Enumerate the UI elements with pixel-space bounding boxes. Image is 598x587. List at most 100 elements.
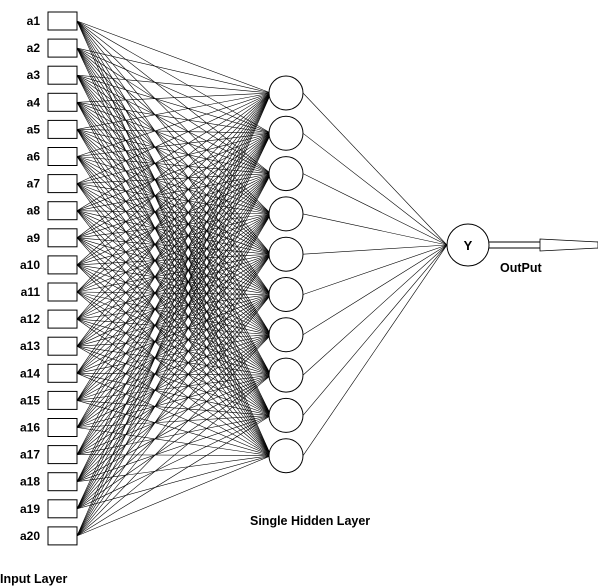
hidden-node [268, 277, 304, 312]
edge-input-hidden [76, 213, 272, 509]
edge-input-hidden [76, 254, 272, 482]
edge-input-hidden [76, 156, 272, 255]
edge-input-hidden [76, 415, 272, 537]
edge-input-hidden [76, 237, 272, 416]
edge-input-hidden [76, 133, 272, 401]
edge-hidden-output [302, 133, 448, 246]
edge-input-hidden [76, 455, 272, 537]
edge-input-hidden [76, 102, 272, 134]
input-node-label: a6 [27, 150, 41, 164]
edge-input-hidden [76, 455, 272, 482]
output-arrow [489, 238, 598, 252]
output-node [446, 223, 490, 267]
edge-hidden-output [302, 213, 448, 246]
edge-input-hidden [76, 92, 272, 537]
edge-hidden-output [302, 244, 448, 416]
edge-input-hidden [76, 264, 272, 376]
input-node-label: a10 [20, 258, 40, 272]
edge-input-hidden [76, 374, 272, 510]
edge-input-hidden [76, 47, 272, 295]
edge-input-hidden [76, 210, 272, 416]
edge-input-hidden [76, 210, 272, 376]
edge-hidden-output [302, 244, 448, 456]
edge-input-hidden [76, 92, 272, 320]
edge-input-hidden [76, 334, 272, 482]
edge-input-hidden [76, 92, 272, 509]
edge-input-hidden [76, 129, 272, 376]
edge-input-hidden [76, 133, 272, 347]
input-node-label: a3 [27, 68, 41, 82]
input-node-box [47, 418, 78, 437]
edge-input-hidden [76, 133, 272, 239]
edge-hidden-output [302, 244, 448, 336]
input-node-label: a18 [20, 475, 40, 489]
edge-input-hidden [76, 183, 272, 255]
edge-input-hidden [76, 133, 272, 428]
edge-input-hidden [76, 213, 272, 537]
edge-input-hidden [76, 173, 272, 537]
input-node-label: a20 [20, 529, 40, 543]
edge-input-hidden [76, 173, 272, 509]
edge-input-hidden [76, 133, 272, 266]
edge-input-hidden [76, 237, 272, 336]
edge-input-hidden [76, 374, 272, 537]
hidden-node [268, 115, 304, 151]
edge-input-hidden [76, 156, 272, 416]
hidden-node [268, 236, 304, 272]
input-layer-nodes: a1 a2 a3 a4 a5 a6 a7 a8 a9 a10 a11 a12 a13 a14 a15 a16 a… [20, 11, 78, 546]
hidden-node [268, 196, 304, 232]
edge-input-hidden [76, 415, 272, 482]
edge-input-hidden [76, 92, 272, 266]
edge-input-hidden [76, 133, 272, 293]
edge-input-hidden [76, 133, 272, 320]
edge-input-hidden [76, 156, 272, 376]
input-node-box [47, 201, 78, 221]
edge-input-hidden [76, 173, 272, 482]
edge-input-hidden [76, 92, 272, 130]
input-node-label: a5 [27, 122, 41, 136]
edge-input-hidden [76, 291, 272, 376]
hidden-layer-caption: Single Hidden Layer [250, 514, 370, 528]
edge-input-hidden [76, 92, 272, 103]
edge-input-hidden [76, 92, 272, 184]
edge-input-hidden [76, 74, 272, 94]
edge-input-hidden [76, 183, 272, 295]
edge-input-hidden [76, 373, 272, 456]
edge-input-hidden [76, 334, 272, 510]
edge-input-hidden [76, 20, 272, 255]
input-node-box [47, 445, 78, 465]
input-node-label: a2 [27, 41, 41, 55]
edge-input-hidden [76, 20, 272, 295]
edge-input-hidden [76, 75, 272, 335]
edge-input-hidden [76, 47, 272, 255]
edge-input-hidden [76, 133, 272, 184]
edge-input-hidden [76, 415, 272, 510]
hidden-node [268, 317, 304, 353]
edge-input-hidden [76, 75, 272, 295]
input-node-label: a13 [20, 339, 40, 353]
edge-input-hidden [76, 20, 272, 134]
hidden-node [268, 438, 304, 474]
edge-input-hidden [76, 92, 272, 428]
input-node-label: a14 [20, 366, 40, 380]
input-node-box [47, 11, 78, 31]
edge-input-hidden [76, 264, 272, 456]
output-node-label: Y [464, 238, 473, 253]
edge-input-hidden [76, 102, 272, 174]
input-node-label: a12 [20, 312, 40, 326]
edge-input-hidden [76, 291, 272, 456]
input-node-box [47, 526, 78, 546]
edge-input-hidden [76, 92, 272, 211]
edge-input-hidden [76, 345, 272, 416]
edge-input-hidden [76, 237, 272, 456]
edge-input-hidden [76, 294, 272, 537]
input-node-box [47, 228, 78, 248]
edge-input-hidden [76, 92, 272, 374]
output-caption: OutPut [500, 261, 542, 275]
edge-input-hidden [76, 183, 272, 336]
edge-input-hidden [76, 156, 272, 215]
edge-hidden-output [302, 92, 448, 246]
edge-input-hidden [76, 47, 272, 134]
input-node-label: a17 [20, 448, 40, 462]
